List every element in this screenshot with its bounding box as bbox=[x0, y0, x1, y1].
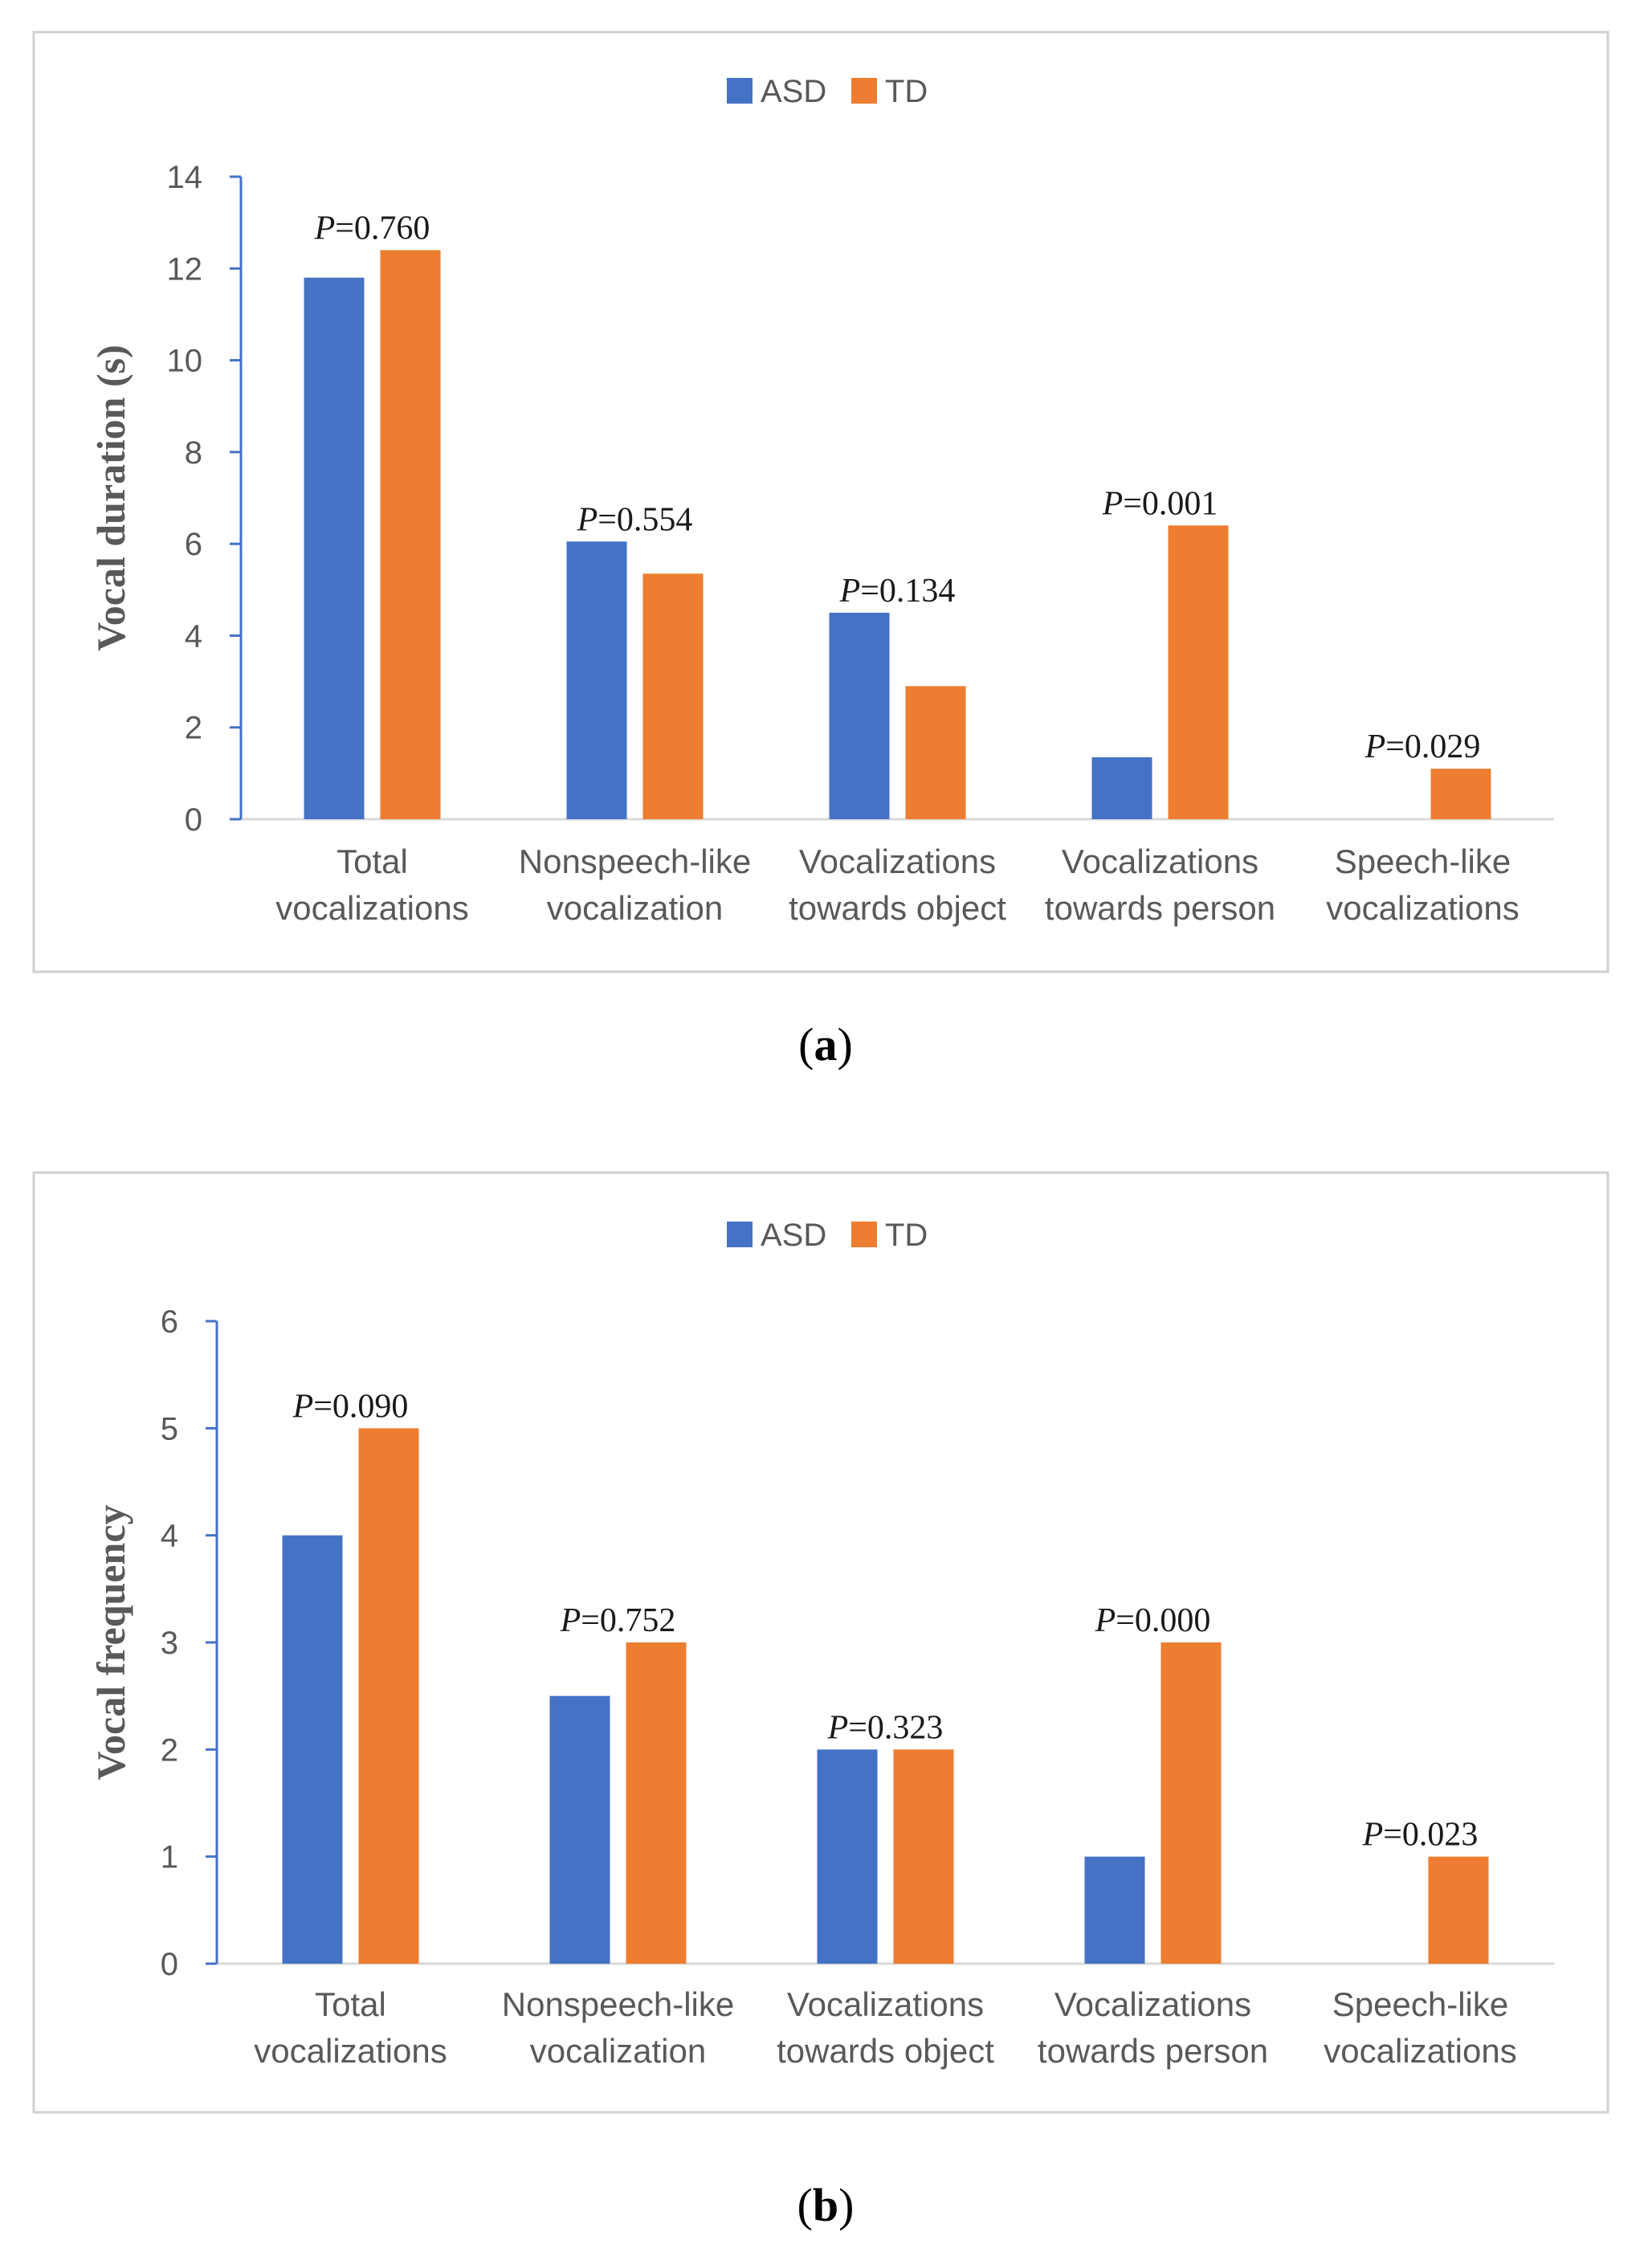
bar-td bbox=[626, 1642, 687, 1964]
legend-swatch-asd bbox=[727, 1222, 753, 1247]
legend-label-td: TD bbox=[885, 74, 928, 109]
bar-td bbox=[1160, 1642, 1222, 1964]
p-value-label: P=0.029 bbox=[1364, 728, 1481, 765]
category-label: vocalization bbox=[547, 889, 723, 927]
category-label: Total bbox=[337, 842, 408, 880]
category-label: Vocalizations bbox=[1062, 842, 1258, 880]
legend-swatch-td bbox=[851, 1222, 877, 1247]
legend-label-asd: ASD bbox=[761, 1218, 826, 1253]
p-value-label: P=0.134 bbox=[839, 573, 956, 610]
category-label: Nonspeech-like bbox=[519, 842, 752, 880]
y-tick-label: 14 bbox=[167, 160, 203, 195]
bar-asd bbox=[829, 612, 890, 819]
panel-label: (a) bbox=[798, 1018, 853, 1071]
bar-asd bbox=[549, 1695, 610, 1964]
bar-asd bbox=[817, 1749, 878, 1964]
category-label: vocalizations bbox=[1326, 889, 1519, 927]
p-value-label: P=0.090 bbox=[292, 1388, 409, 1425]
legend-label-asd: ASD bbox=[761, 74, 826, 109]
category-label: towards person bbox=[1045, 889, 1275, 927]
panel-label: (b) bbox=[797, 2179, 855, 2231]
bar-td bbox=[642, 573, 704, 819]
legend: ASD TD bbox=[727, 74, 928, 109]
legend-swatch-td bbox=[851, 78, 877, 104]
y-axis-title: Vocal duration (s) bbox=[88, 345, 133, 651]
p-value-label: P=0.760 bbox=[314, 210, 430, 247]
y-tick-label: 4 bbox=[161, 1519, 178, 1554]
category-label: Vocalizations bbox=[1054, 1985, 1251, 2023]
y-tick-label: 4 bbox=[185, 618, 202, 654]
category-label: Vocalizations bbox=[799, 842, 996, 880]
category-label: vocalizations bbox=[275, 889, 468, 927]
y-tick-label: 0 bbox=[185, 802, 202, 838]
category-label: Nonspeech-like bbox=[502, 1985, 735, 2023]
category-label: towards object bbox=[789, 889, 1006, 927]
category-label: vocalizations bbox=[1324, 2032, 1516, 2070]
category-label: vocalization bbox=[530, 2032, 706, 2070]
chart-frame bbox=[32, 31, 1609, 973]
category-label: vocalizations bbox=[254, 2032, 447, 2070]
bar-td bbox=[1430, 769, 1491, 819]
p-value-label: P=0.752 bbox=[560, 1602, 676, 1639]
category-label: towards object bbox=[777, 2032, 994, 2070]
bar-asd bbox=[282, 1535, 343, 1964]
category-label: Speech-like bbox=[1332, 1985, 1508, 2023]
y-tick-label: 1 bbox=[161, 1840, 178, 1875]
category-label: Total bbox=[315, 1985, 386, 2023]
legend-swatch-asd bbox=[727, 78, 753, 104]
legend-label-td: TD bbox=[885, 1218, 928, 1253]
legend: ASD TD bbox=[727, 1218, 928, 1253]
bar-td bbox=[905, 686, 966, 819]
bar-td bbox=[358, 1428, 419, 1964]
y-tick-label: 12 bbox=[167, 251, 203, 287]
y-tick-label: 0 bbox=[161, 1947, 178, 1982]
chart-panel-b: ASD TD 0 1 2 3 4 5 6 Vocal frequency P=0.090 Total v… bbox=[32, 1171, 1609, 2231]
category-label: towards person bbox=[1038, 2032, 1268, 2070]
y-tick-label: 6 bbox=[161, 1304, 178, 1340]
category-label: Speech-like bbox=[1335, 842, 1511, 880]
y-axis-title: Vocal frequency bbox=[88, 1504, 133, 1780]
y-tick-label: 8 bbox=[185, 435, 202, 471]
chart-frame bbox=[32, 1171, 1609, 2114]
bar-asd bbox=[1091, 757, 1152, 819]
p-value-label: P=0.554 bbox=[577, 501, 693, 538]
y-tick-label: 5 bbox=[161, 1411, 178, 1446]
bar-td bbox=[380, 250, 441, 819]
p-value-label: P=0.023 bbox=[1362, 1817, 1479, 1854]
category-label: Vocalizations bbox=[787, 1985, 984, 2023]
p-value-label: P=0.001 bbox=[1102, 485, 1218, 522]
bar-td bbox=[893, 1749, 954, 1964]
y-tick-label: 6 bbox=[185, 527, 202, 562]
y-tick-label: 2 bbox=[161, 1732, 178, 1768]
y-tick-label: 10 bbox=[167, 344, 203, 379]
bar-asd bbox=[304, 277, 365, 819]
bar-asd bbox=[566, 541, 627, 819]
p-value-label: P=0.000 bbox=[1095, 1602, 1211, 1639]
y-tick-label: 3 bbox=[161, 1626, 178, 1661]
p-value-label: P=0.323 bbox=[827, 1709, 944, 1746]
bar-asd bbox=[1084, 1856, 1145, 1964]
bar-td bbox=[1168, 525, 1229, 819]
chart-panel-a: ASD TD 0 2 4 6 8 10 12 14 Vocal duration (s) P=0.76… bbox=[32, 31, 1609, 1071]
y-tick-label: 2 bbox=[185, 711, 202, 746]
bar-td bbox=[1428, 1856, 1489, 1964]
